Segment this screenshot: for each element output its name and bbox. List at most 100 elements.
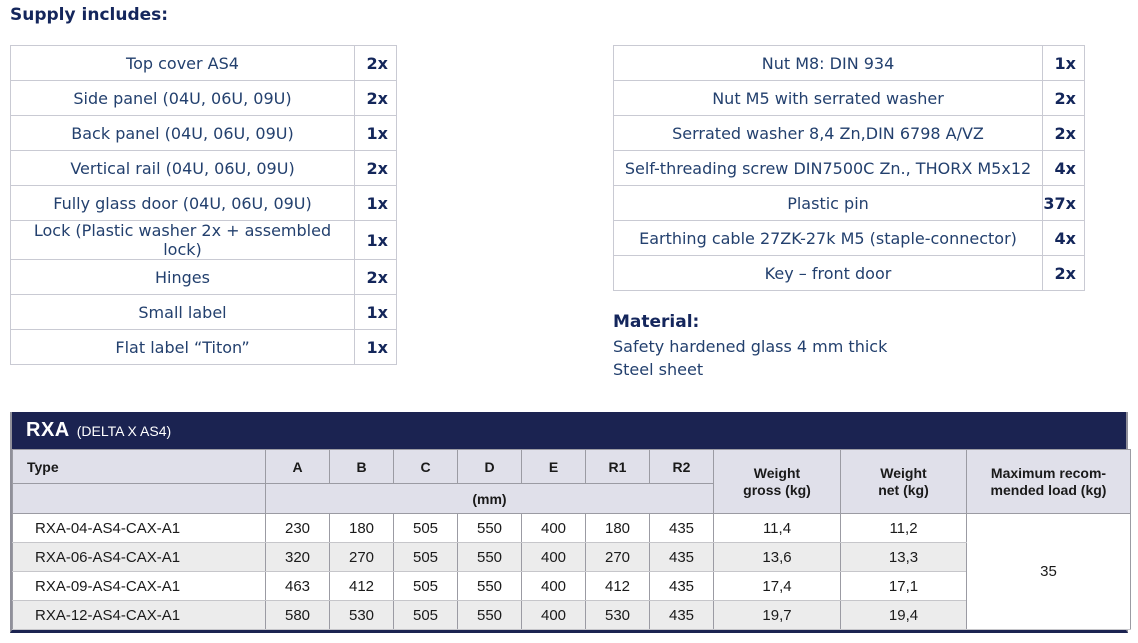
col-header-max-load: Maximum recom-mended load (kg) [966,449,1131,514]
supply-row: Nut M8: DIN 934 1x [613,45,1085,81]
supply-item-qty: 2x [1042,80,1085,116]
supply-item-qty: 2x [354,150,397,186]
supply-item-label: Vertical rail (04U, 06U, 09U) [10,150,355,186]
cell-r2: 435 [649,600,714,630]
supply-row: Vertical rail (04U, 06U, 09U) 2x [10,150,397,186]
cell-e: 400 [521,542,586,572]
cell-c: 505 [393,571,458,601]
supply-item-qty: 2x [354,259,397,295]
supply-row: Hinges 2x [10,259,397,295]
rxa-header-row: Type A B C D E R1 R2 Weight gross (kg) We… [12,449,1131,514]
col-header-weight-gross: Weight gross (kg) [713,449,841,514]
cell-r2: 435 [649,542,714,572]
table-row: RXA-09-AS4-CAX-A1 463 412 505 550 400 41… [12,571,1131,601]
supply-item-label: Small label [10,294,355,330]
cell-r1: 180 [585,513,650,543]
supply-item-qty: 1x [354,115,397,151]
supply-item-label: Nut M8: DIN 934 [613,45,1043,81]
supply-item-qty: 2x [1042,115,1085,151]
cell-d: 550 [457,513,522,543]
supply-item-qty: 1x [354,220,397,260]
material-line: Safety hardened glass 4 mm thick [613,337,888,356]
supply-item-qty: 2x [354,80,397,116]
supply-item-qty: 4x [1042,150,1085,186]
cell-r1: 530 [585,600,650,630]
cell-r2: 435 [649,513,714,543]
rxa-spec-table: Type A B C D E R1 R2 Weight gross (kg) We… [12,449,1131,630]
supply-item-label: Self-threading screw DIN7500C Zn., THORX… [613,150,1043,186]
cell-weight-net: 19,4 [840,600,967,630]
supply-includes-heading: Supply includes: [10,5,169,25]
supply-item-label: Plastic pin [613,185,1043,221]
cell-r1: 412 [585,571,650,601]
supply-item-qty: 1x [354,329,397,365]
units-empty-cell [12,483,266,514]
col-header-b: B [329,449,394,484]
cell-a: 463 [265,571,330,601]
cell-b: 180 [329,513,394,543]
supply-table-left: Top cover AS4 2x Side panel (04U, 06U, 09… [10,45,397,365]
cell-r1: 270 [585,542,650,572]
supply-row: Small label 1x [10,294,397,330]
rxa-title-bar: RXA (DELTA X AS4) [12,412,1126,449]
cell-e: 400 [521,513,586,543]
supply-item-qty: 1x [354,294,397,330]
material-heading: Material: [613,312,700,332]
supply-row: Back panel (04U, 06U, 09U) 1x [10,115,397,151]
material-section: Material: Safety hardened glass 4 mm thi… [613,312,887,381]
supply-row: Fully glass door (04U, 06U, 09U) 1x [10,185,397,221]
supply-row: Plastic pin 37x [613,185,1085,221]
col-header-r1: R1 [585,449,650,484]
cell-weight-gross: 17,4 [713,571,841,601]
supply-row: Key – front door 2x [613,255,1085,291]
supply-item-qty: 4x [1042,220,1085,256]
supply-item-label: Top cover AS4 [10,45,355,81]
table-row: RXA-04-AS4-CAX-A1 230 180 505 550 400 18… [12,513,1131,630]
supply-item-label: Serrated washer 8,4 Zn,DIN 6798 A/VZ [613,115,1043,151]
supply-item-label: Side panel (04U, 06U, 09U) [10,80,355,116]
cell-max-load: 35 [966,513,1131,630]
material-line: Steel sheet [613,360,704,379]
supply-item-label: Fully glass door (04U, 06U, 09U) [10,185,355,221]
supply-row: Side panel (04U, 06U, 09U) 2x [10,80,397,116]
supply-row: Top cover AS4 2x [10,45,397,81]
col-header-d: D [457,449,522,484]
col-header-type: Type [12,449,266,484]
cell-weight-gross: 13,6 [713,542,841,572]
supply-row: Nut M5 with serrated washer 2x [613,80,1085,116]
supply-row: Earthing cable 27ZK-27k M5 (staple-conne… [613,220,1085,256]
cell-a: 230 [265,513,330,543]
supply-row: Flat label “Titon” 1x [10,329,397,365]
supply-row: Self-threading screw DIN7500C Zn., THORX… [613,150,1085,186]
cell-type: RXA-12-AS4-CAX-A1 [12,600,266,630]
col-header-a: A [265,449,330,484]
rxa-title: RXA [26,419,70,441]
cell-b: 530 [329,600,394,630]
cell-e: 400 [521,600,586,630]
cell-weight-net: 11,2 [840,513,967,543]
col-header-r2: R2 [649,449,714,484]
table-row: RXA-12-AS4-CAX-A1 580 530 505 550 400 53… [12,600,1131,630]
rxa-subtitle: (DELTA X AS4) [76,422,172,439]
supply-item-label: Earthing cable 27ZK-27k M5 (staple-conne… [613,220,1043,256]
supply-item-label: Key – front door [613,255,1043,291]
units-mm-cell: (mm) [265,483,714,514]
rxa-spec-section: RXA (DELTA X AS4) Type A B C D E R1 R2 [10,412,1131,633]
supply-item-qty: 2x [1042,255,1085,291]
cell-d: 550 [457,571,522,601]
cell-weight-gross: 19,7 [713,600,841,630]
supply-item-qty: 37x [1042,185,1085,221]
cell-d: 550 [457,542,522,572]
cell-a: 320 [265,542,330,572]
supply-row: Lock (Plastic washer 2x + assembled lock… [10,220,397,260]
cell-r2: 435 [649,571,714,601]
supply-item-label: Lock (Plastic washer 2x + assembled lock… [10,220,355,260]
col-header-weight-net: Weight net (kg) [840,449,967,514]
cell-weight-net: 13,3 [840,542,967,572]
supply-item-qty: 1x [354,185,397,221]
table-row: RXA-06-AS4-CAX-A1 320 270 505 550 400 27… [12,542,1131,572]
cell-a: 580 [265,600,330,630]
col-header-c: C [393,449,458,484]
cell-type: RXA-09-AS4-CAX-A1 [12,571,266,601]
cell-type: RXA-06-AS4-CAX-A1 [12,542,266,572]
